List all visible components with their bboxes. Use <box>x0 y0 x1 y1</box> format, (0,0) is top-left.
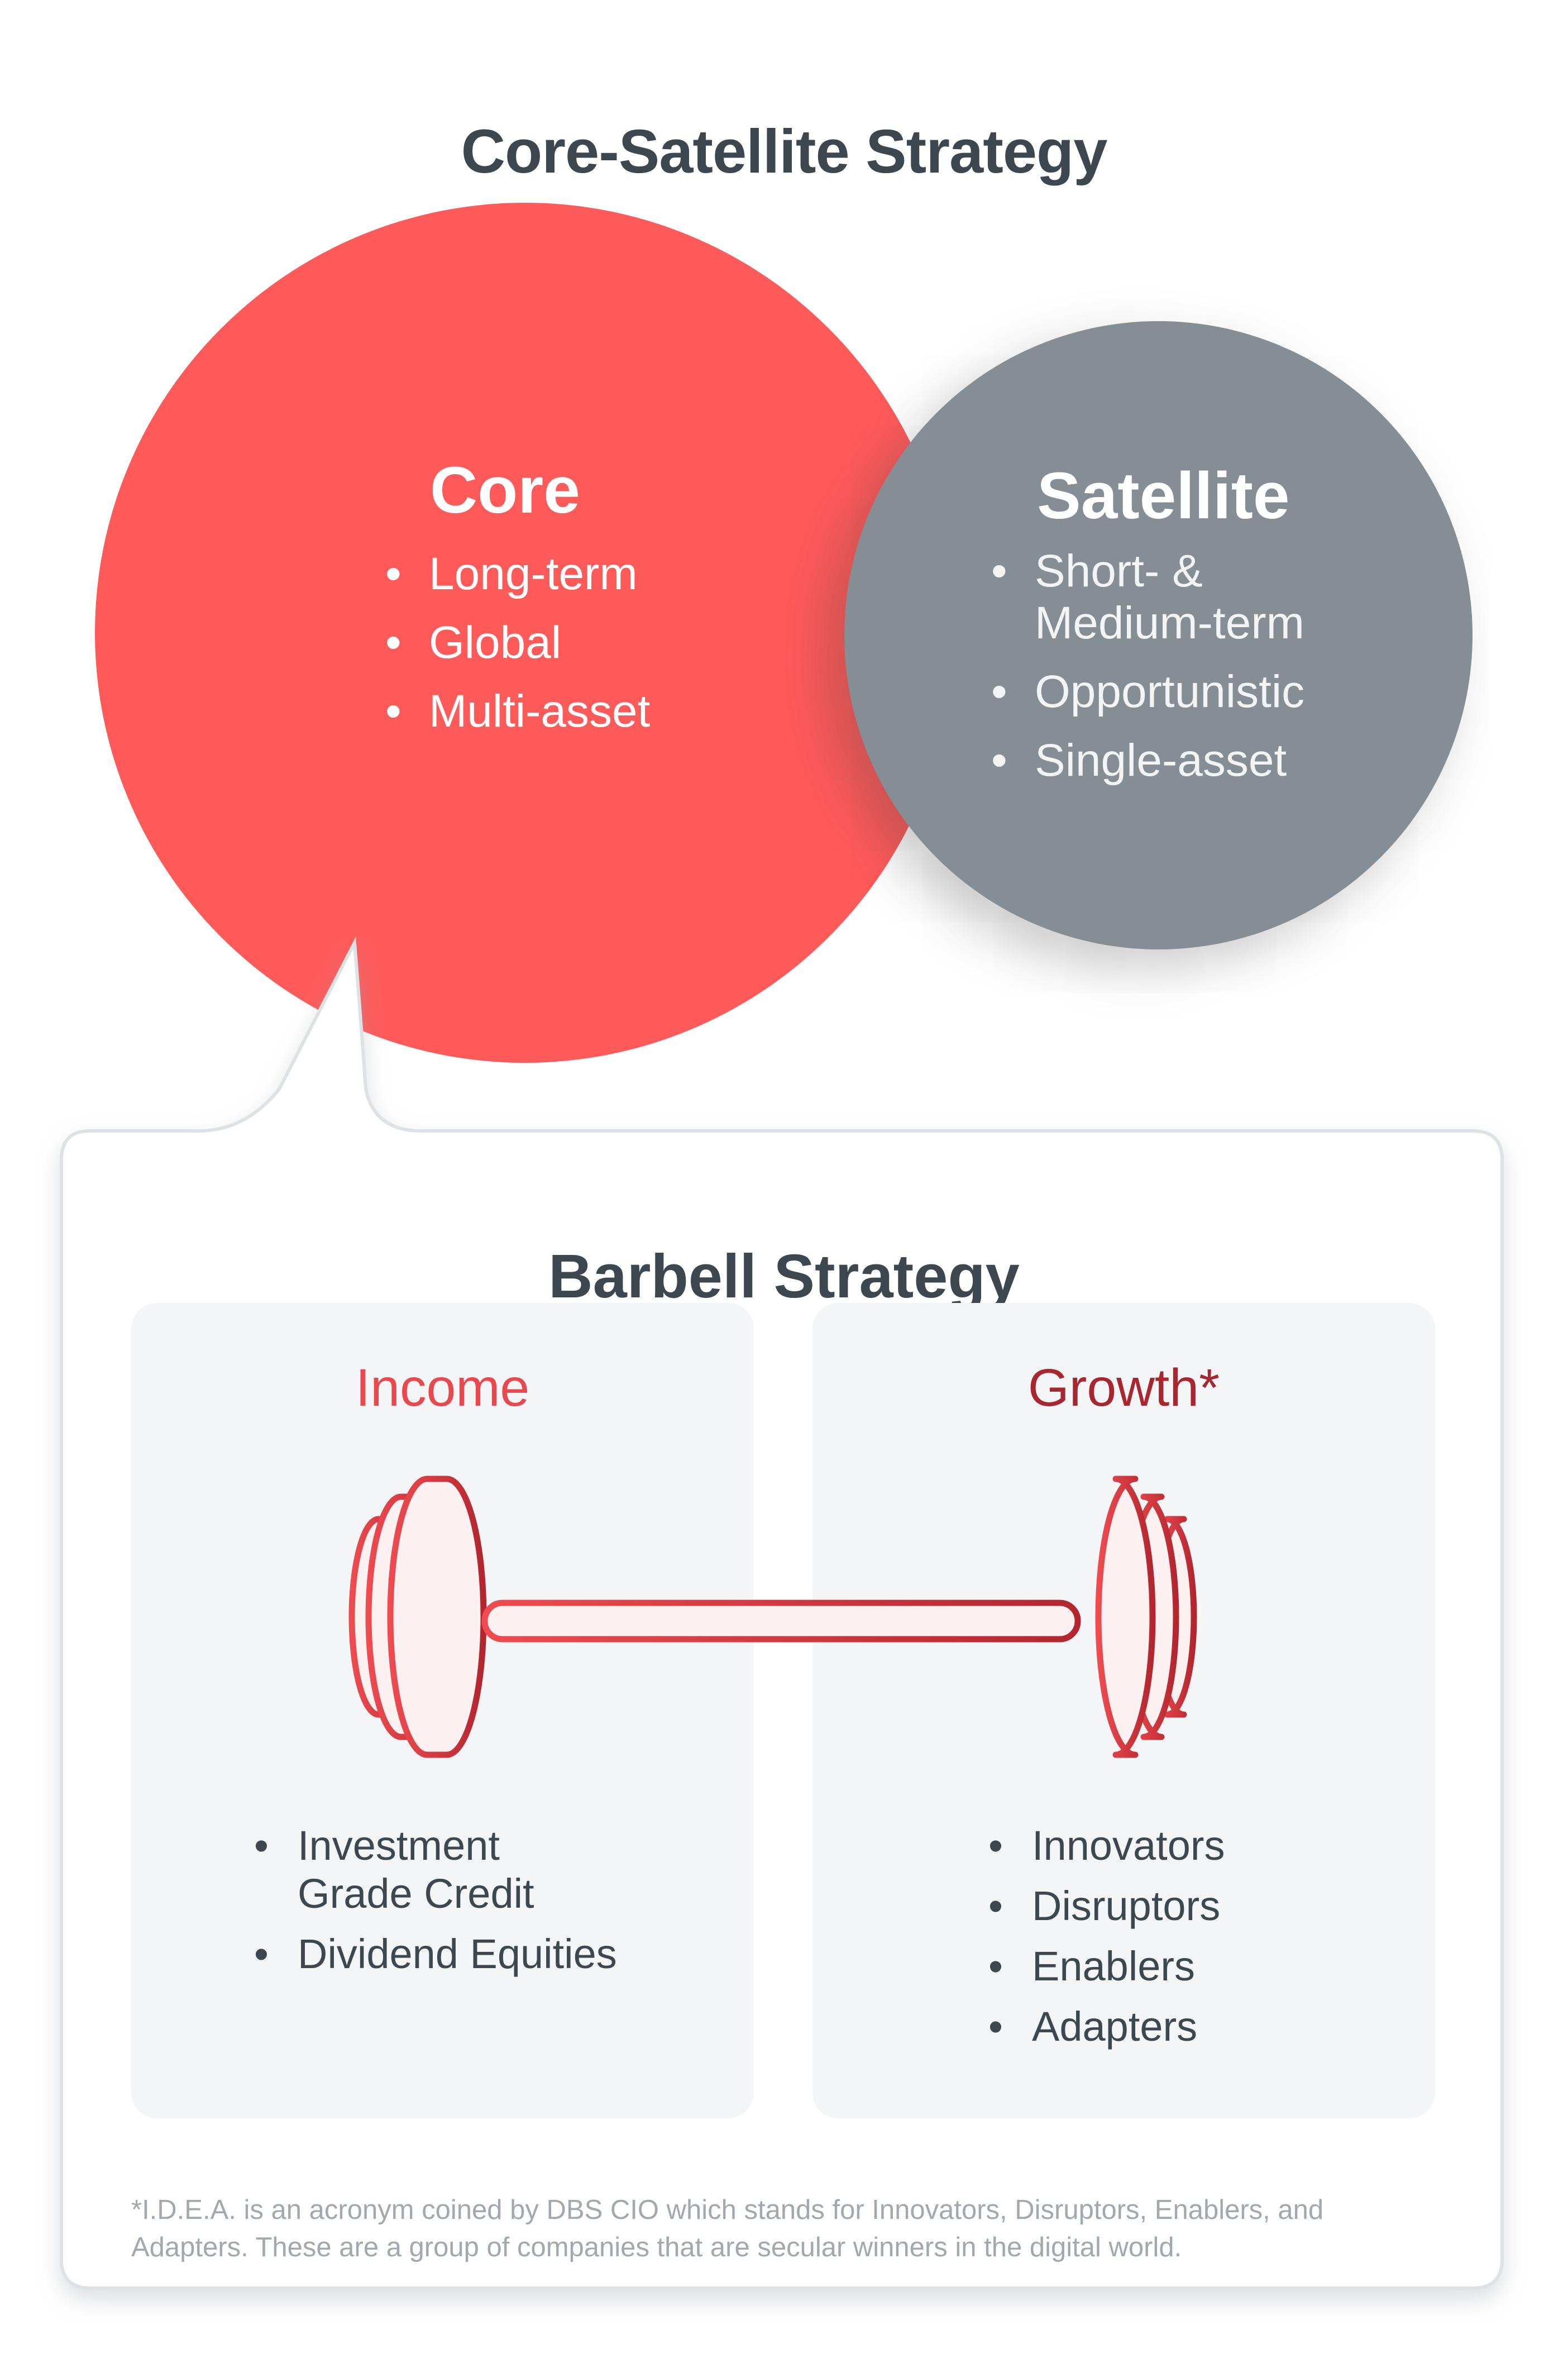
satellite-item: Opportunistic <box>991 666 1392 718</box>
core-heading: Core <box>430 453 580 527</box>
satellite-item: Short- & Medium-term <box>991 545 1392 649</box>
income-list: Investment Grade Credit Dividend Equitie… <box>254 1822 701 1990</box>
barbell-title: Barbell Strategy <box>548 1242 1020 1311</box>
growth-heading: Growth* <box>1027 1358 1220 1417</box>
income-heading: Income <box>355 1358 530 1417</box>
page-title: Core-Satellite Strategy <box>461 117 1108 186</box>
satellite-heading: Satellite <box>1037 459 1290 533</box>
growth-list: Innovators Disruptors Enablers Adapters <box>988 1822 1323 2063</box>
core-item: Global <box>385 608 650 677</box>
core-item: Long-term <box>385 540 650 608</box>
barbell-icon <box>348 1476 1197 1758</box>
core-content: Core Long-term Global Multi-asset <box>385 451 650 746</box>
growth-item: Innovators <box>988 1822 1323 1870</box>
income-item: Investment Grade Credit <box>254 1822 566 1918</box>
footnote: *I.D.E.A. is an acronym coined by DBS CI… <box>131 2195 1324 2262</box>
growth-item: Adapters <box>988 2003 1323 2051</box>
core-item: Multi-asset <box>385 677 650 746</box>
satellite-item: Single-asset <box>991 734 1392 786</box>
growth-item: Disruptors <box>988 1882 1323 1930</box>
growth-item: Enablers <box>988 1942 1323 1990</box>
satellite-content: Satellite Short- & Medium-term Opportuni… <box>991 457 1392 803</box>
satellite-list: Short- & Medium-term Opportunistic Singl… <box>991 545 1392 786</box>
income-item: Dividend Equities <box>254 1930 701 1978</box>
core-list: Long-term Global Multi-asset <box>385 540 650 746</box>
